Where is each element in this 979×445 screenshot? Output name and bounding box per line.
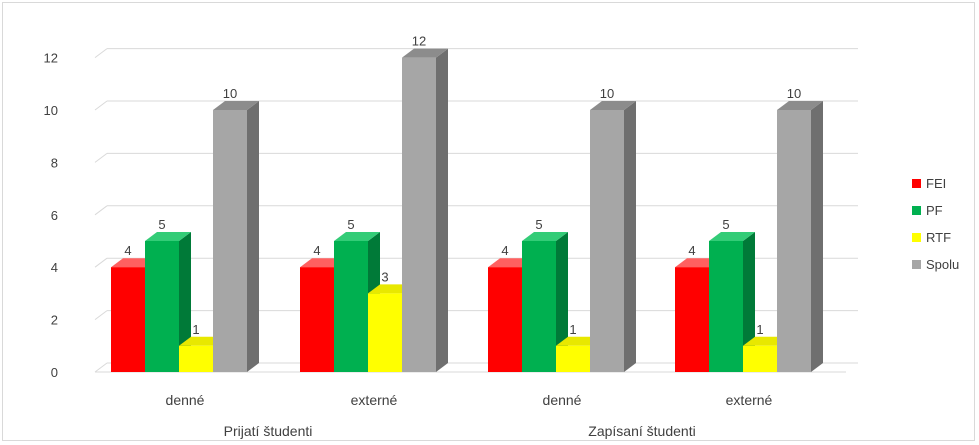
legend-swatch — [912, 260, 921, 269]
bars — [111, 48, 823, 372]
x-axis: denné externé denné externé Prijatí študenti… — [166, 392, 773, 439]
data-label: 10 — [787, 86, 801, 101]
x-category-label: externé — [726, 392, 773, 408]
bar-top — [709, 232, 755, 241]
data-label: 1 — [756, 322, 763, 337]
bar-top — [145, 232, 191, 241]
legend-label: FEI — [926, 176, 946, 191]
bar-side — [247, 101, 259, 372]
bar-fei — [300, 267, 334, 372]
legend-label: Spolu — [926, 257, 959, 272]
bar-side — [743, 232, 755, 372]
bar-fei — [675, 267, 709, 372]
bar-pf — [522, 241, 556, 372]
y-tick-label: 0 — [51, 365, 58, 380]
data-label: 10 — [223, 86, 237, 101]
data-label: 4 — [124, 243, 131, 258]
gridline-depth — [94, 310, 108, 321]
x-category-label: denné — [166, 392, 205, 408]
bar-fei — [111, 267, 145, 372]
bar-side — [436, 48, 448, 372]
bar-pf — [145, 241, 179, 372]
y-tick-label: 8 — [51, 155, 58, 170]
x-category-label: externé — [351, 392, 398, 408]
gridline-depth — [94, 205, 108, 216]
legend-swatch — [912, 233, 921, 242]
data-label: 4 — [501, 243, 508, 258]
gridline-depth — [94, 48, 108, 58]
x-category-label: denné — [543, 392, 582, 408]
gridline-depth — [94, 362, 108, 373]
x-group-label: Prijatí študenti — [224, 423, 313, 439]
x-group-label: Zapísaní študenti — [588, 423, 695, 439]
y-tick-label: 4 — [51, 260, 58, 275]
bar-rtf — [556, 345, 590, 372]
data-label: 12 — [412, 34, 426, 49]
bar-pf — [334, 241, 368, 372]
data-label: 1 — [192, 322, 199, 337]
data-label: 10 — [600, 86, 614, 101]
bar-spolu — [777, 110, 811, 372]
data-label: 5 — [535, 217, 542, 232]
bar-side — [556, 232, 568, 372]
y-tick-label: 6 — [51, 208, 58, 223]
bar-top — [334, 232, 380, 241]
y-tick-label: 12 — [44, 51, 58, 66]
bar-side — [624, 101, 636, 372]
bar-top — [590, 101, 636, 110]
legend-swatch — [912, 206, 921, 215]
bar-spolu — [590, 110, 624, 372]
y-tick-label: 2 — [51, 313, 58, 328]
bar-spolu — [213, 110, 247, 372]
bar-pf — [709, 241, 743, 372]
bar-top — [402, 48, 448, 58]
data-label: 4 — [688, 243, 695, 258]
bar-rtf — [743, 345, 777, 372]
legend-swatch — [912, 179, 921, 188]
gridline-depth — [94, 152, 108, 163]
bar-top — [213, 101, 259, 110]
gridline-depth — [94, 257, 108, 268]
data-label: 1 — [569, 322, 576, 337]
gridline-depth — [94, 100, 108, 111]
bar-rtf — [179, 345, 213, 372]
legend: FEI PF RTF Spolu — [912, 176, 959, 272]
bar-top — [777, 101, 823, 110]
data-labels: 4 5 1 10 4 5 3 12 4 5 1 10 4 5 1 10 — [124, 34, 801, 337]
data-label: 3 — [381, 269, 388, 284]
data-label: 5 — [722, 217, 729, 232]
bar-spolu — [402, 57, 436, 372]
bar-fei — [488, 267, 522, 372]
y-axis: 0 2 4 6 8 10 12 — [44, 51, 58, 380]
y-tick-label: 10 — [44, 103, 58, 118]
legend-label: RTF — [926, 230, 951, 245]
bar-side — [811, 101, 823, 372]
data-label: 4 — [313, 243, 320, 258]
data-label: 5 — [158, 217, 165, 232]
bar-top — [522, 232, 568, 241]
legend-label: PF — [926, 203, 943, 218]
data-label: 5 — [347, 217, 354, 232]
bar-rtf — [368, 293, 402, 372]
bar-side — [179, 232, 191, 372]
